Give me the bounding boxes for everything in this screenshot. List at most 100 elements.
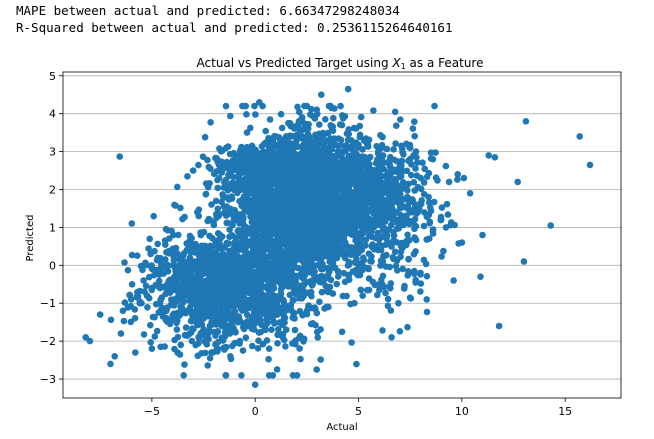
data-point [181,361,188,368]
data-point [426,219,434,227]
data-point [157,296,164,303]
data-point [213,154,220,162]
data-point [326,283,334,291]
data-point [239,196,246,203]
data-point [322,201,329,208]
data-point [347,250,355,257]
data-point [396,328,404,335]
data-point [300,338,307,345]
data-point [173,319,180,327]
data-point [320,265,328,272]
data-point [154,240,161,248]
data-point [189,248,196,256]
data-point [243,129,251,136]
data-point [241,269,249,277]
data-point [437,216,445,224]
data-point [198,250,205,258]
data-point [261,188,269,195]
data-point [423,308,431,316]
data-point [145,245,152,252]
data-point [161,343,168,350]
data-point [442,162,450,170]
data-point [382,289,389,297]
data-point [384,189,392,196]
data-point [292,190,299,198]
data-point [340,269,348,277]
data-point [235,171,243,179]
data-point [282,157,289,165]
data-point [271,320,278,327]
data-point [277,110,285,118]
data-point [208,321,216,328]
data-point [302,204,310,211]
data-point [411,270,418,278]
data-point [297,130,304,138]
data-point [249,342,256,350]
data-point [294,264,302,272]
data-point [331,264,339,272]
data-point [477,273,484,281]
data-point [311,304,319,311]
data-point [313,366,321,373]
data-point [403,241,410,249]
y-tick-label: −1 [40,297,56,310]
data-point [405,268,412,275]
data-point [271,310,279,317]
data-point [221,287,229,294]
data-point [330,114,337,122]
data-point [181,331,189,339]
data-point [338,204,346,212]
data-point [181,265,189,272]
data-point [383,172,391,180]
data-point [285,265,293,272]
data-point [240,225,247,233]
data-point [206,216,213,224]
data-point [397,116,404,123]
data-point [231,239,238,246]
data-point [334,148,342,155]
data-point [328,235,335,242]
data-point [309,165,316,172]
data-point [485,152,493,159]
data-point [194,352,202,360]
data-point [353,360,360,368]
data-point [275,250,283,257]
data-point [270,146,277,154]
data-point [208,349,215,356]
data-point [389,166,397,173]
data-point [251,381,259,389]
data-point [238,239,245,246]
data-point [309,251,317,259]
data-point [231,282,238,290]
data-point [335,197,342,205]
data-point [383,198,391,206]
data-point [229,342,236,350]
data-point [406,294,414,302]
data-point [284,224,292,232]
data-point [238,143,245,151]
data-point [266,227,274,235]
data-point [286,238,294,245]
data-point [279,283,287,291]
data-point [243,297,251,305]
data-point [423,173,431,181]
data-point [258,143,266,150]
data-point [423,272,431,280]
data-point [363,286,371,294]
y-axis-label: Predicted [25,215,36,262]
data-point [438,204,446,211]
data-point [284,179,291,187]
data-point [266,168,274,176]
data-point [339,292,347,300]
data-point [352,125,360,132]
data-point [351,201,359,208]
data-point [319,139,327,147]
data-point [267,280,275,287]
data-point [174,333,182,341]
data-point [210,277,218,284]
data-point [202,349,209,357]
notebook-output: MAPE between actual and predicted: 6.663… [16,2,453,36]
data-point [308,222,316,230]
data-point [357,286,365,294]
data-point [397,191,404,198]
